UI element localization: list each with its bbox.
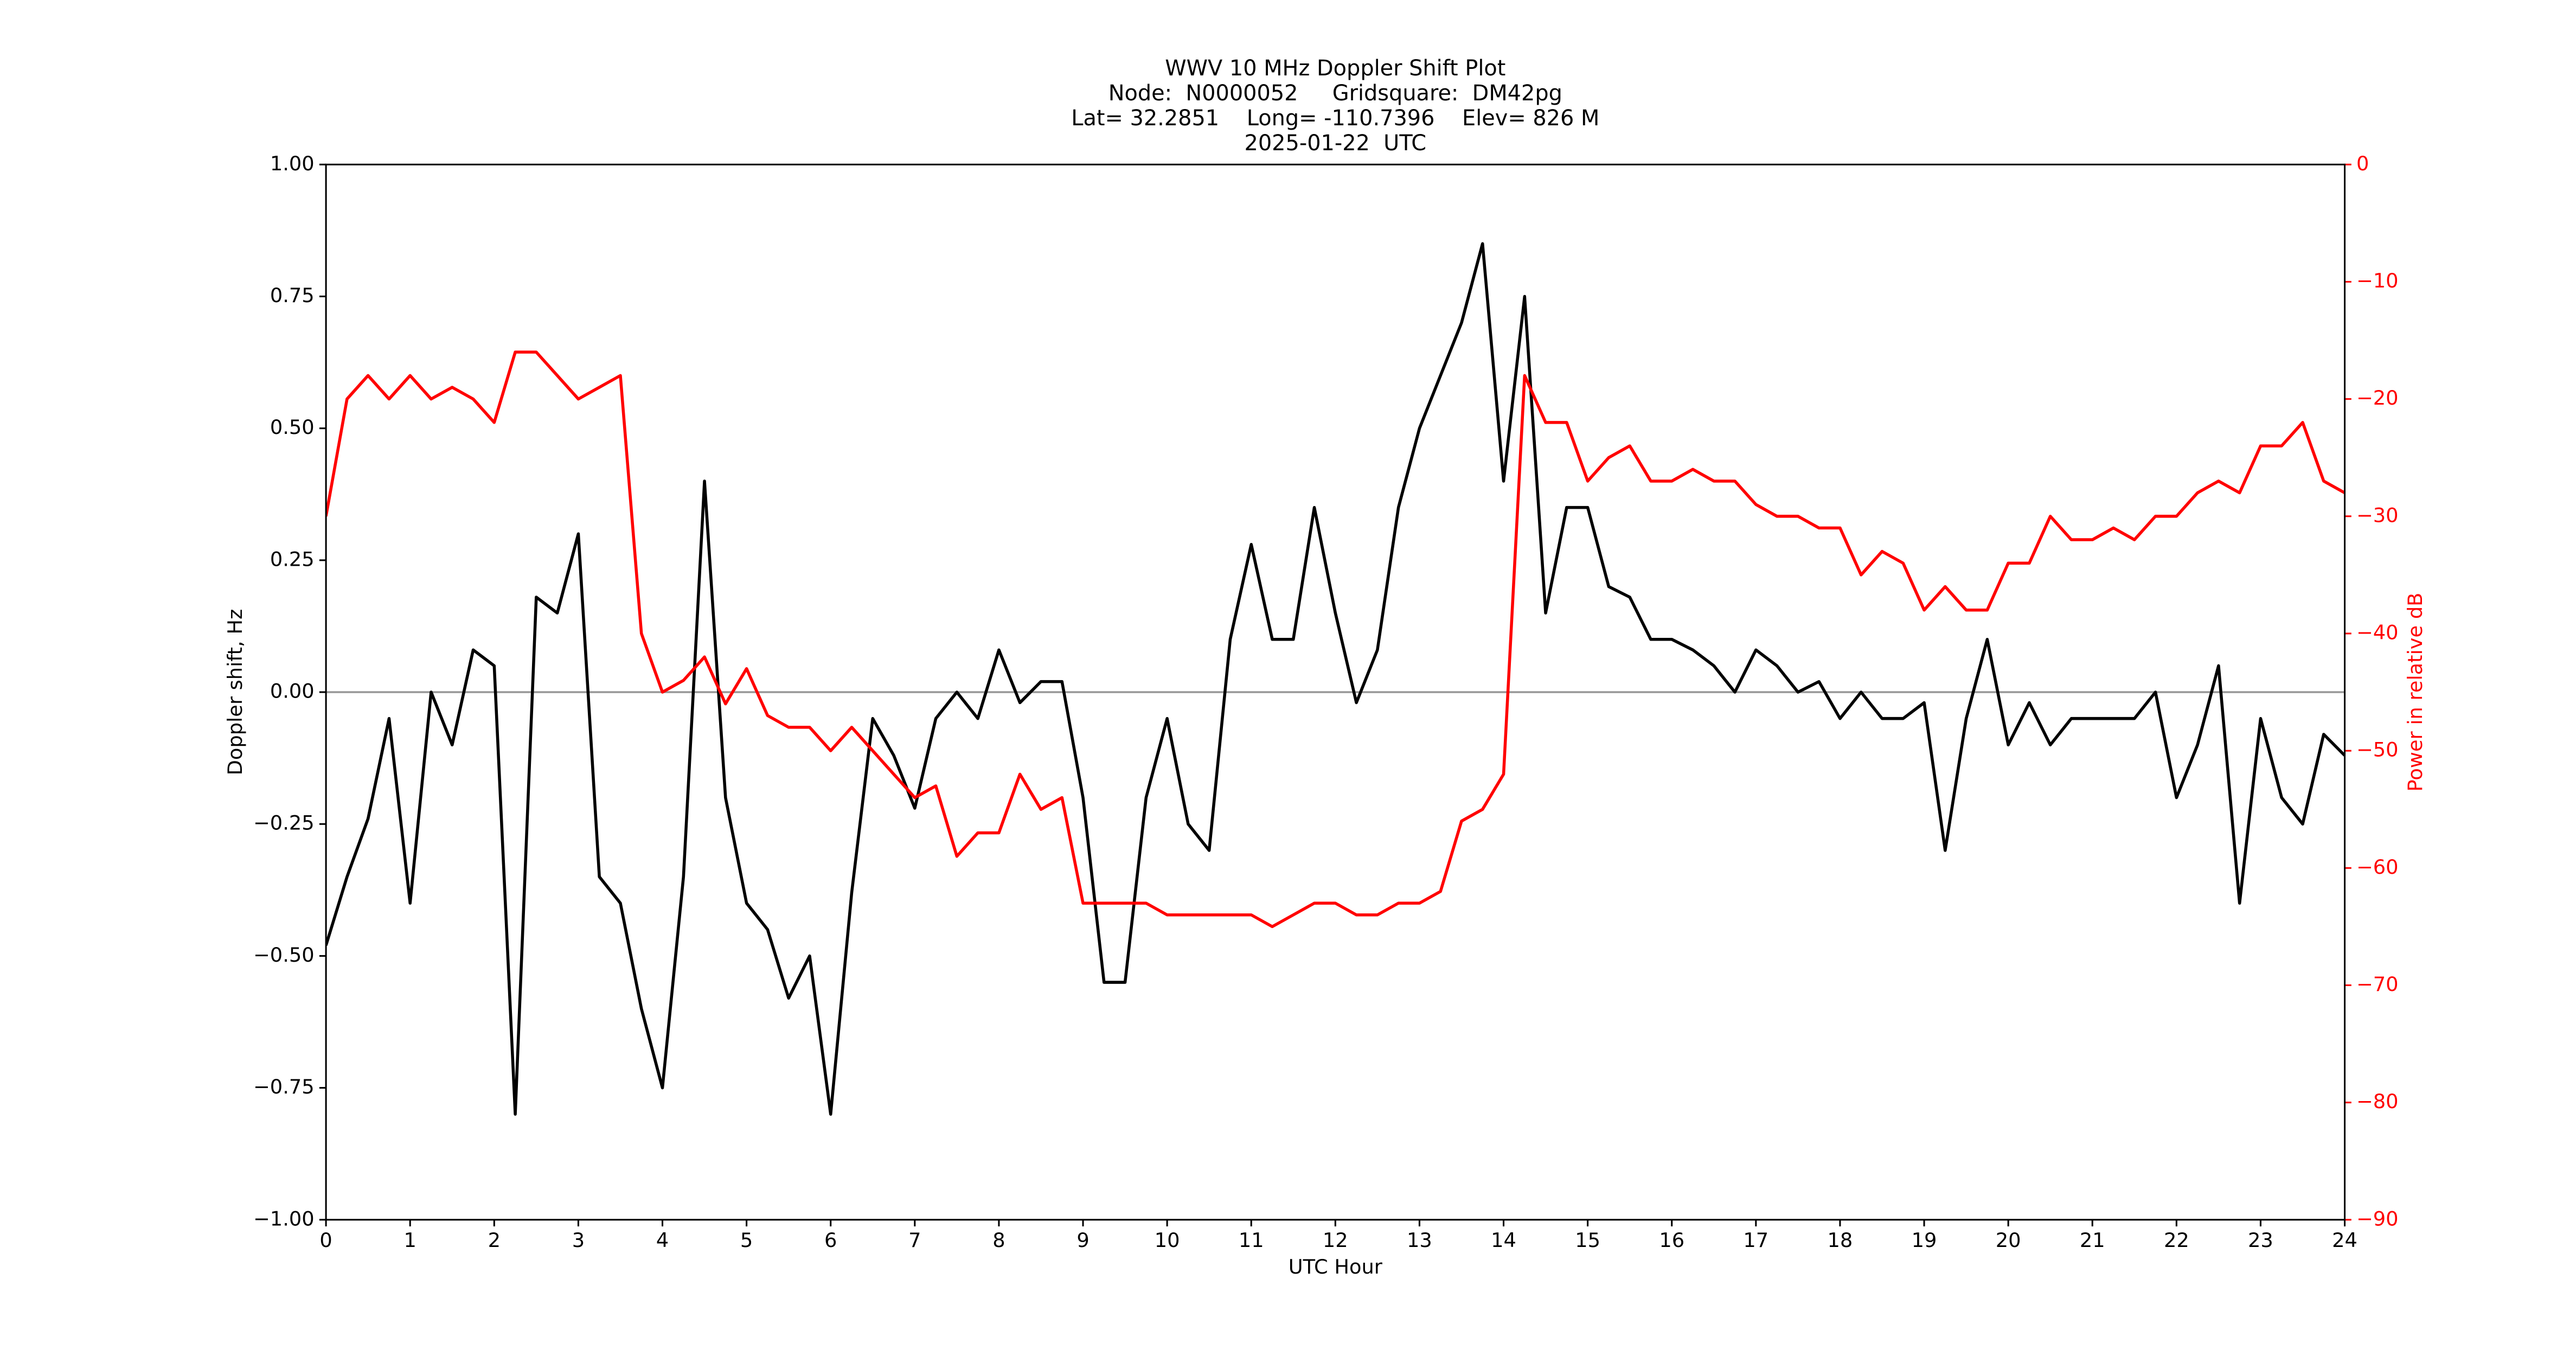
x-axis-label: UTC Hour bbox=[1289, 1255, 1383, 1278]
x-tick-label: 9 bbox=[1076, 1229, 1089, 1252]
x-tick-label: 10 bbox=[1155, 1229, 1180, 1252]
y-tick-label: −0.75 bbox=[253, 1075, 315, 1098]
y2-tick-label: −30 bbox=[2356, 503, 2399, 527]
y2-tick-label: 0 bbox=[2356, 152, 2369, 175]
x-tick-label: 18 bbox=[1828, 1229, 1853, 1252]
y-tick-label: 0.00 bbox=[270, 680, 315, 703]
y2-tick-label: −60 bbox=[2356, 855, 2399, 879]
x-tick-label: 7 bbox=[908, 1229, 921, 1252]
x-tick-label: 20 bbox=[1996, 1229, 2021, 1252]
x-tick-label: 4 bbox=[656, 1229, 669, 1252]
y-tick-label: 0.25 bbox=[270, 547, 315, 571]
plot-frame bbox=[325, 163, 2346, 1221]
x-tick-label: 22 bbox=[2164, 1229, 2189, 1252]
x-tick-label: 6 bbox=[824, 1229, 837, 1252]
x-tick-label: 15 bbox=[1575, 1229, 1600, 1252]
y2-tick-label: −50 bbox=[2356, 738, 2399, 762]
y-tick-label: −0.50 bbox=[253, 943, 315, 967]
x-tick-label: 14 bbox=[1491, 1229, 1516, 1252]
y-tick-label: −0.25 bbox=[253, 811, 315, 835]
x-tick-label: 5 bbox=[740, 1229, 753, 1252]
x-tick-label: 3 bbox=[572, 1229, 585, 1252]
y-tick-label: −1.00 bbox=[253, 1207, 315, 1230]
x-tick-label: 21 bbox=[2080, 1229, 2105, 1252]
y2-tick-label: −70 bbox=[2356, 973, 2399, 996]
x-tick-label: 16 bbox=[1659, 1229, 1684, 1252]
y-tick-label: 1.00 bbox=[270, 152, 315, 175]
chart-title: 2025-01-22 UTC bbox=[1245, 131, 1427, 156]
x-tick-label: 23 bbox=[2248, 1229, 2273, 1252]
series-line bbox=[326, 350, 2345, 929]
y2-axis-label: Power in relative dB bbox=[2404, 593, 2427, 792]
x-tick-label: 1 bbox=[404, 1229, 416, 1252]
x-tick-label: 19 bbox=[1912, 1229, 1937, 1252]
x-tick-label: 2 bbox=[488, 1229, 501, 1252]
x-tick-label: 24 bbox=[2332, 1229, 2357, 1252]
chart-title: WWV 10 MHz Doppler Shift Plot bbox=[1165, 56, 1505, 81]
y-axis-label: Doppler shift, Hz bbox=[223, 609, 247, 776]
x-tick-label: 8 bbox=[992, 1229, 1005, 1252]
chart-title: Node: N0000052 Gridsquare: DM42pg bbox=[1108, 81, 1562, 106]
x-tick-label: 13 bbox=[1407, 1229, 1432, 1252]
y-tick-label: 0.50 bbox=[270, 415, 315, 439]
y2-tick-label: −10 bbox=[2356, 269, 2399, 292]
y-tick-label: 0.75 bbox=[270, 284, 315, 307]
y2-tick-label: −90 bbox=[2356, 1207, 2399, 1230]
x-tick-label: 11 bbox=[1239, 1229, 1264, 1252]
y2-tick-label: −80 bbox=[2356, 1090, 2399, 1113]
chart-title: Lat= 32.2851 Long= -110.7396 Elev= 826 M bbox=[1071, 106, 1599, 131]
x-tick-label: 0 bbox=[319, 1229, 332, 1252]
series-line bbox=[326, 242, 2345, 1116]
x-tick-label: 12 bbox=[1323, 1229, 1348, 1252]
y2-tick-label: −40 bbox=[2356, 621, 2399, 644]
y2-tick-label: −20 bbox=[2356, 386, 2399, 410]
x-tick-label: 17 bbox=[1743, 1229, 1768, 1252]
